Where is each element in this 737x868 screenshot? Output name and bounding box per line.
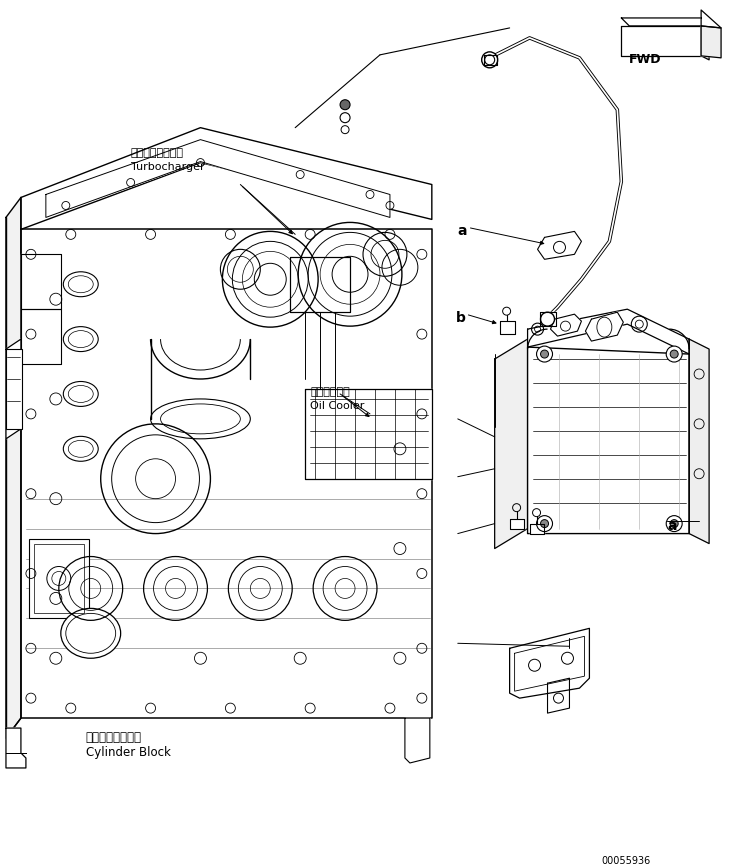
- Text: ターボチャージャ: ターボチャージャ: [130, 148, 184, 158]
- Polygon shape: [548, 678, 570, 713]
- Polygon shape: [6, 198, 21, 738]
- Polygon shape: [528, 347, 689, 534]
- Polygon shape: [585, 312, 624, 341]
- Text: Turbocharger: Turbocharger: [130, 161, 204, 172]
- Polygon shape: [46, 140, 390, 217]
- Bar: [290, 257, 350, 312]
- Polygon shape: [495, 339, 528, 549]
- Polygon shape: [21, 309, 61, 364]
- Polygon shape: [500, 321, 514, 334]
- Text: b: b: [455, 311, 466, 326]
- Polygon shape: [701, 26, 721, 58]
- Polygon shape: [551, 314, 581, 336]
- Bar: [29, 538, 88, 618]
- Circle shape: [540, 312, 554, 326]
- Polygon shape: [483, 55, 497, 65]
- Text: a: a: [458, 225, 467, 239]
- Polygon shape: [509, 518, 523, 529]
- Circle shape: [670, 520, 678, 528]
- Text: Cylinder Block: Cylinder Block: [85, 746, 171, 759]
- Circle shape: [666, 346, 682, 362]
- Text: オイルクーラ: オイルクーラ: [310, 387, 350, 397]
- Polygon shape: [405, 718, 430, 763]
- Circle shape: [670, 350, 678, 358]
- Circle shape: [503, 307, 511, 315]
- Polygon shape: [528, 309, 689, 354]
- Polygon shape: [621, 26, 701, 56]
- Polygon shape: [537, 232, 581, 260]
- Polygon shape: [621, 18, 709, 26]
- Text: FWD: FWD: [629, 53, 662, 66]
- Polygon shape: [21, 229, 432, 718]
- Polygon shape: [509, 628, 590, 698]
- Text: 00055936: 00055936: [601, 856, 651, 865]
- Polygon shape: [21, 128, 432, 229]
- Circle shape: [540, 350, 548, 358]
- Polygon shape: [530, 523, 543, 534]
- Bar: [34, 543, 84, 614]
- Polygon shape: [6, 339, 21, 439]
- Circle shape: [537, 346, 553, 362]
- Polygon shape: [6, 728, 26, 768]
- Circle shape: [340, 100, 350, 109]
- Text: Oil Cooler: Oil Cooler: [310, 401, 365, 411]
- Bar: [6, 349, 22, 429]
- Text: a: a: [667, 518, 677, 533]
- Ellipse shape: [61, 608, 121, 658]
- Polygon shape: [305, 389, 432, 479]
- Polygon shape: [689, 339, 709, 543]
- Circle shape: [537, 516, 553, 531]
- Text: シリンダブロック: シリンダブロック: [85, 731, 142, 744]
- Polygon shape: [701, 26, 709, 60]
- Polygon shape: [539, 312, 556, 326]
- Circle shape: [666, 516, 682, 531]
- Polygon shape: [701, 10, 721, 28]
- Circle shape: [540, 520, 548, 528]
- Polygon shape: [21, 254, 61, 309]
- Circle shape: [482, 52, 497, 68]
